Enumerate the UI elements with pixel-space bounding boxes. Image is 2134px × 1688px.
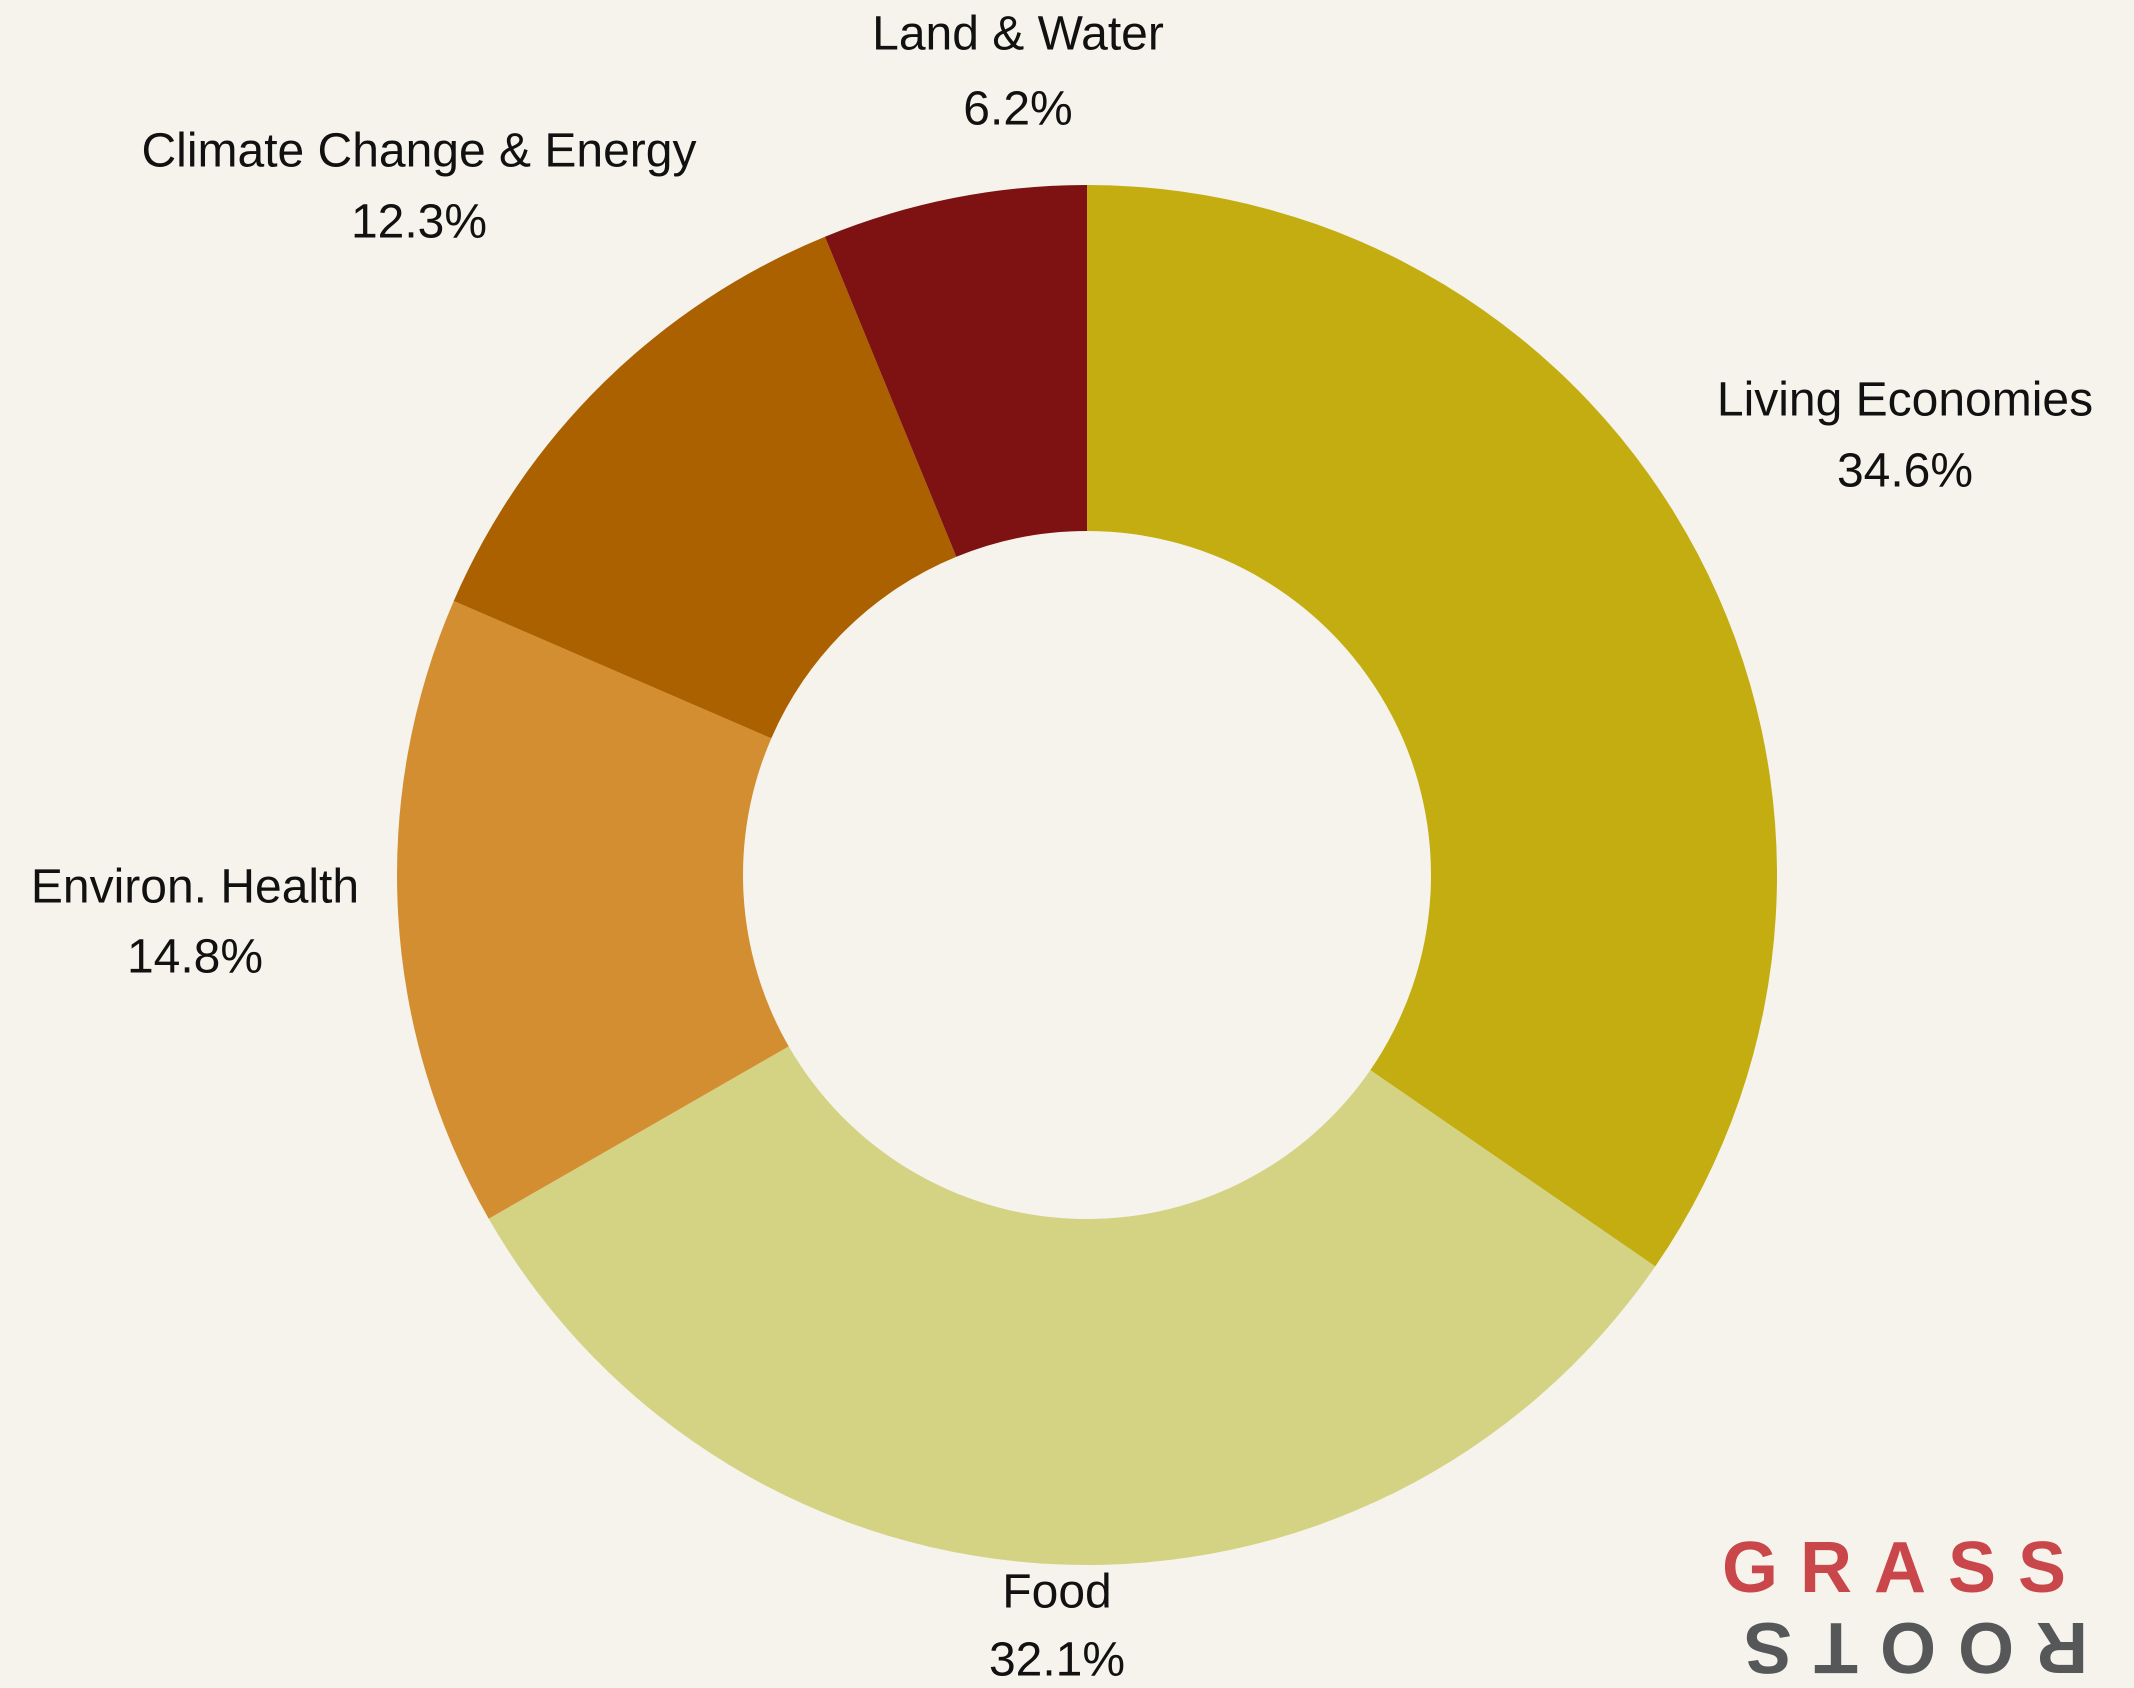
slice [397,600,789,1219]
slice-label: Living Economies [1717,374,2093,427]
logo-line2: ROOTS [1722,1607,2088,1687]
slice-label: Land & Water [872,8,1164,61]
slice-value-label: 12.3% [351,196,487,249]
slice-value-label: 14.8% [127,931,263,984]
slice-label: Food [1002,1566,1111,1619]
slice [1087,185,1778,1267]
slice [453,236,957,739]
slice-value-label: 6.2% [963,83,1072,136]
slice-value-label: 34.6% [1837,445,1973,498]
slice-label: Climate Change & Energy [142,125,697,178]
slice [824,185,1087,557]
logo-line1: GRASS [1722,1528,2088,1608]
slice [488,1046,1656,1565]
slice-label: Environ. Health [31,861,359,914]
slice-value-label: 32.1% [989,1634,1125,1687]
